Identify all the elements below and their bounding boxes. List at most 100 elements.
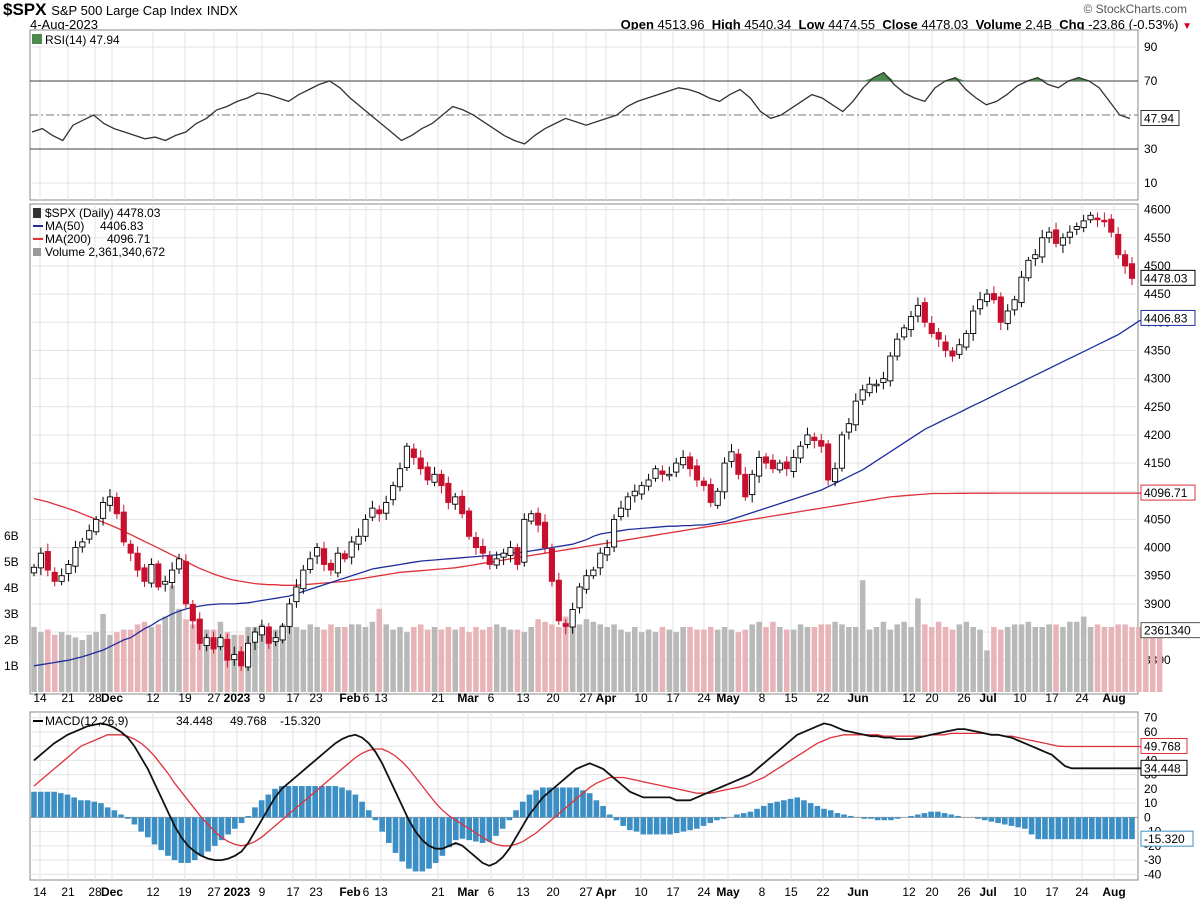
- candle: [390, 481, 397, 506]
- volume-bar: [376, 608, 383, 692]
- candle-body: [507, 547, 514, 556]
- candle: [1101, 212, 1108, 228]
- candle: [686, 452, 694, 477]
- candle-body: [776, 462, 783, 471]
- macd-histogram-bar: [479, 817, 486, 843]
- volume-bar: [1011, 624, 1018, 692]
- candle: [507, 540, 514, 563]
- candle-body: [970, 310, 977, 334]
- candle-body: [1004, 310, 1011, 324]
- candle: [907, 311, 915, 337]
- price-tick-label: 4150: [1144, 456, 1171, 470]
- candle: [72, 540, 79, 573]
- candle-body: [914, 304, 921, 317]
- candle: [769, 454, 776, 474]
- candle-body: [286, 603, 293, 627]
- macd-histogram-bar: [606, 814, 613, 818]
- candle-body: [604, 547, 611, 556]
- candle-body: [576, 586, 583, 609]
- volume-bar: [121, 629, 127, 692]
- candle-body: [921, 302, 928, 323]
- macd-histogram-bar: [406, 817, 412, 869]
- candle-body: [1094, 217, 1101, 221]
- macd-histogram-bar: [921, 813, 928, 818]
- volume-bar: [728, 629, 735, 692]
- candle: [762, 452, 770, 469]
- candle-body: [597, 552, 604, 569]
- candle: [472, 531, 480, 555]
- volume-bar: [797, 624, 804, 692]
- candle-body: [30, 566, 38, 574]
- candle: [617, 500, 625, 521]
- macd-histogram-bar: [519, 801, 526, 818]
- candle-body: [65, 564, 72, 574]
- volume-bar: [694, 629, 700, 692]
- macd-histogram-bar: [426, 817, 432, 869]
- macd-histogram-bar: [888, 817, 894, 821]
- volume-bar: [839, 624, 845, 692]
- macd-histogram-bar: [218, 817, 225, 841]
- candle-body: [390, 485, 397, 501]
- x-tick-label: 21: [431, 885, 445, 899]
- candle-body: [1122, 254, 1129, 267]
- volume-label: Volume: [975, 17, 1022, 32]
- volume-bar: [1136, 627, 1142, 692]
- volume-bar: [998, 629, 1004, 692]
- macd-histogram-bar: [118, 814, 124, 818]
- candle-body: [141, 567, 148, 582]
- volume-bar: [542, 621, 548, 692]
- volume-bar: [673, 632, 679, 692]
- volume-bar: [825, 624, 831, 692]
- candle-body: [134, 552, 141, 571]
- brand-watermark[interactable]: © StockCharts.com: [1083, 2, 1187, 16]
- candle-body: [714, 490, 721, 506]
- candle-body: [1080, 220, 1087, 229]
- candle-body: [189, 603, 196, 622]
- macd-histogram-bar: [754, 808, 760, 818]
- macd-histogram-bar: [1055, 817, 1062, 840]
- macd-histogram-bar: [687, 817, 693, 831]
- macd-histogram-bar: [874, 817, 881, 821]
- candle: [210, 631, 217, 654]
- macd-histogram-bar: [171, 817, 178, 861]
- macd-histogram-bar: [807, 803, 814, 818]
- macd-histogram-bar: [359, 801, 365, 818]
- candle: [334, 547, 341, 578]
- candle-body: [907, 316, 915, 331]
- rsi-tick-label: 30: [1144, 142, 1158, 156]
- rsi-last-value-box: [1140, 110, 1180, 127]
- x-tick-label: 8: [759, 691, 766, 705]
- volume-bar: [963, 621, 970, 692]
- candle-body: [790, 456, 797, 472]
- volume-bar: [1122, 624, 1128, 692]
- volume-bar: [770, 621, 776, 692]
- candle: [189, 599, 196, 629]
- candle-body: [645, 479, 652, 487]
- macd-histogram-bar: [700, 817, 707, 826]
- macd-tick-label: 10: [1144, 796, 1158, 810]
- x-tick-label: 10: [634, 691, 648, 705]
- candle: [286, 598, 293, 634]
- volume-bar: [500, 627, 507, 692]
- volume-bar: [991, 627, 997, 692]
- candle-body: [652, 468, 659, 479]
- candle: [866, 376, 873, 397]
- x-tick-label: 12: [902, 885, 916, 899]
- volume-tick-label: 5B: [4, 555, 19, 569]
- macd-histogram-bar: [714, 817, 720, 821]
- candle: [182, 554, 189, 608]
- macd-histogram-bar: [600, 805, 606, 818]
- macd-histogram-bar: [734, 814, 740, 818]
- candle: [721, 457, 728, 500]
- candle-body: [279, 625, 286, 641]
- x-tick-label: Jul: [979, 691, 996, 705]
- rsi-tick-label: 90: [1144, 40, 1158, 54]
- macd-histogram-bar: [647, 817, 653, 835]
- candle: [141, 563, 148, 587]
- macd-histogram-bar: [51, 791, 57, 818]
- volume-bar: [79, 640, 86, 692]
- candle-body: [37, 552, 44, 569]
- volume-bar: [873, 627, 880, 692]
- macd-histogram-bar: [513, 810, 519, 818]
